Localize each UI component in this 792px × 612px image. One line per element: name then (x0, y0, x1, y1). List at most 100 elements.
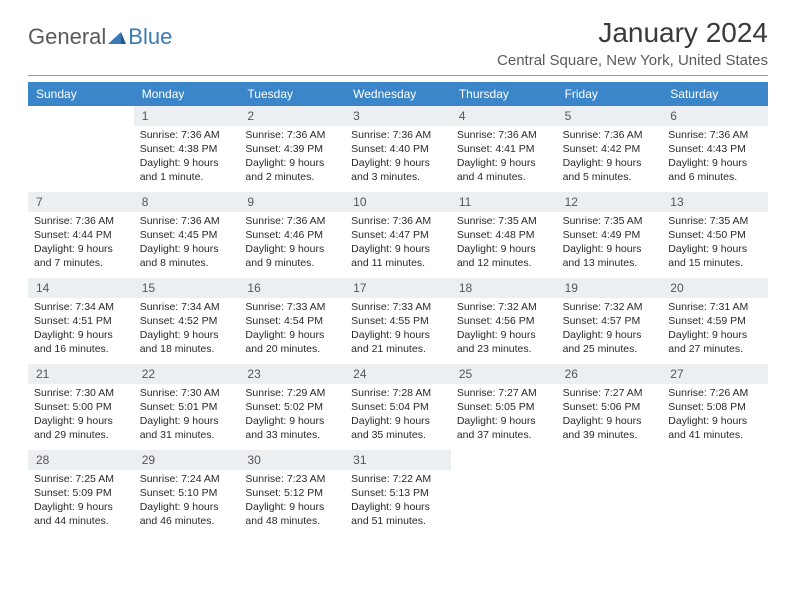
day-info: Sunrise: 7:36 AMSunset: 4:40 PMDaylight:… (345, 126, 451, 191)
daylight-text: Daylight: 9 hours (457, 328, 551, 342)
weekday-header: Tuesday (239, 82, 345, 106)
sunrise-text: Sunrise: 7:27 AM (457, 386, 551, 400)
sunrise-text: Sunrise: 7:34 AM (34, 300, 128, 314)
daylight-text: Daylight: 9 hours (563, 242, 657, 256)
sunset-text: Sunset: 5:12 PM (245, 486, 339, 500)
day-info: Sunrise: 7:32 AMSunset: 4:57 PMDaylight:… (557, 298, 663, 363)
calendar-cell: 30Sunrise: 7:23 AMSunset: 5:12 PMDayligh… (239, 450, 345, 536)
day-number: 23 (239, 364, 345, 384)
calendar-cell: 23Sunrise: 7:29 AMSunset: 5:02 PMDayligh… (239, 364, 345, 450)
daylight-text: and 15 minutes. (668, 256, 762, 270)
sunset-text: Sunset: 5:00 PM (34, 400, 128, 414)
daylight-text: Daylight: 9 hours (34, 500, 128, 514)
day-info: Sunrise: 7:27 AMSunset: 5:05 PMDaylight:… (451, 384, 557, 449)
sunrise-text: Sunrise: 7:35 AM (668, 214, 762, 228)
daylight-text: Daylight: 9 hours (351, 156, 445, 170)
sunrise-text: Sunrise: 7:36 AM (34, 214, 128, 228)
logo-text-general: General (28, 24, 106, 50)
daylight-text: and 27 minutes. (668, 342, 762, 356)
day-number (451, 450, 557, 470)
sunset-text: Sunset: 5:02 PM (245, 400, 339, 414)
day-number: 20 (662, 278, 768, 298)
day-number: 5 (557, 106, 663, 126)
sunrise-text: Sunrise: 7:32 AM (457, 300, 551, 314)
daylight-text: and 2 minutes. (245, 170, 339, 184)
sunset-text: Sunset: 4:48 PM (457, 228, 551, 242)
sunrise-text: Sunrise: 7:26 AM (668, 386, 762, 400)
day-number: 7 (28, 192, 134, 212)
day-info: Sunrise: 7:36 AMSunset: 4:46 PMDaylight:… (239, 212, 345, 277)
sunrise-text: Sunrise: 7:36 AM (351, 128, 445, 142)
day-info: Sunrise: 7:29 AMSunset: 5:02 PMDaylight:… (239, 384, 345, 449)
day-info: Sunrise: 7:36 AMSunset: 4:38 PMDaylight:… (134, 126, 240, 191)
daylight-text: Daylight: 9 hours (245, 156, 339, 170)
sunrise-text: Sunrise: 7:31 AM (668, 300, 762, 314)
daylight-text: Daylight: 9 hours (140, 414, 234, 428)
daylight-text: and 21 minutes. (351, 342, 445, 356)
daylight-text: and 7 minutes. (34, 256, 128, 270)
day-number: 1 (134, 106, 240, 126)
daylight-text: and 18 minutes. (140, 342, 234, 356)
day-info: Sunrise: 7:24 AMSunset: 5:10 PMDaylight:… (134, 470, 240, 535)
calendar-cell (451, 450, 557, 536)
daylight-text: and 48 minutes. (245, 514, 339, 528)
day-info: Sunrise: 7:30 AMSunset: 5:00 PMDaylight:… (28, 384, 134, 449)
day-info: Sunrise: 7:30 AMSunset: 5:01 PMDaylight:… (134, 384, 240, 449)
daylight-text: and 46 minutes. (140, 514, 234, 528)
day-number: 26 (557, 364, 663, 384)
daylight-text: Daylight: 9 hours (668, 242, 762, 256)
daylight-text: Daylight: 9 hours (563, 328, 657, 342)
sunset-text: Sunset: 4:41 PM (457, 142, 551, 156)
logo-text-blue: Blue (128, 24, 172, 50)
sunset-text: Sunset: 4:52 PM (140, 314, 234, 328)
sunset-text: Sunset: 5:05 PM (457, 400, 551, 414)
day-info: Sunrise: 7:22 AMSunset: 5:13 PMDaylight:… (345, 470, 451, 535)
day-info: Sunrise: 7:26 AMSunset: 5:08 PMDaylight:… (662, 384, 768, 449)
day-number: 2 (239, 106, 345, 126)
sunset-text: Sunset: 4:54 PM (245, 314, 339, 328)
day-info: Sunrise: 7:32 AMSunset: 4:56 PMDaylight:… (451, 298, 557, 363)
sunrise-text: Sunrise: 7:33 AM (245, 300, 339, 314)
calendar-cell: 29Sunrise: 7:24 AMSunset: 5:10 PMDayligh… (134, 450, 240, 536)
day-number: 22 (134, 364, 240, 384)
sunrise-text: Sunrise: 7:29 AM (245, 386, 339, 400)
daylight-text: and 51 minutes. (351, 514, 445, 528)
daylight-text: and 3 minutes. (351, 170, 445, 184)
daylight-text: and 23 minutes. (457, 342, 551, 356)
daylight-text: and 9 minutes. (245, 256, 339, 270)
calendar-cell: 13Sunrise: 7:35 AMSunset: 4:50 PMDayligh… (662, 192, 768, 278)
day-info: Sunrise: 7:23 AMSunset: 5:12 PMDaylight:… (239, 470, 345, 535)
daylight-text: Daylight: 9 hours (563, 414, 657, 428)
daylight-text: Daylight: 9 hours (668, 156, 762, 170)
day-number: 3 (345, 106, 451, 126)
sunrise-text: Sunrise: 7:34 AM (140, 300, 234, 314)
sunset-text: Sunset: 4:55 PM (351, 314, 445, 328)
sunset-text: Sunset: 5:09 PM (34, 486, 128, 500)
daylight-text: Daylight: 9 hours (668, 414, 762, 428)
month-title: January 2024 (497, 18, 768, 49)
daylight-text: Daylight: 9 hours (668, 328, 762, 342)
daylight-text: Daylight: 9 hours (34, 414, 128, 428)
sunset-text: Sunset: 5:13 PM (351, 486, 445, 500)
sunrise-text: Sunrise: 7:32 AM (563, 300, 657, 314)
weekday-header: Sunday (28, 82, 134, 106)
daylight-text: and 1 minute. (140, 170, 234, 184)
day-number: 24 (345, 364, 451, 384)
sunset-text: Sunset: 4:59 PM (668, 314, 762, 328)
daylight-text: Daylight: 9 hours (245, 242, 339, 256)
day-number: 30 (239, 450, 345, 470)
sunset-text: Sunset: 4:38 PM (140, 142, 234, 156)
day-info: Sunrise: 7:36 AMSunset: 4:44 PMDaylight:… (28, 212, 134, 277)
calendar-cell (28, 106, 134, 192)
sunrise-text: Sunrise: 7:30 AM (140, 386, 234, 400)
sunset-text: Sunset: 4:45 PM (140, 228, 234, 242)
sunrise-text: Sunrise: 7:27 AM (563, 386, 657, 400)
day-number: 10 (345, 192, 451, 212)
daylight-text: Daylight: 9 hours (351, 500, 445, 514)
day-info: Sunrise: 7:35 AMSunset: 4:49 PMDaylight:… (557, 212, 663, 277)
day-number: 16 (239, 278, 345, 298)
daylight-text: Daylight: 9 hours (140, 242, 234, 256)
sunrise-text: Sunrise: 7:33 AM (351, 300, 445, 314)
sunset-text: Sunset: 5:10 PM (140, 486, 234, 500)
day-number: 12 (557, 192, 663, 212)
